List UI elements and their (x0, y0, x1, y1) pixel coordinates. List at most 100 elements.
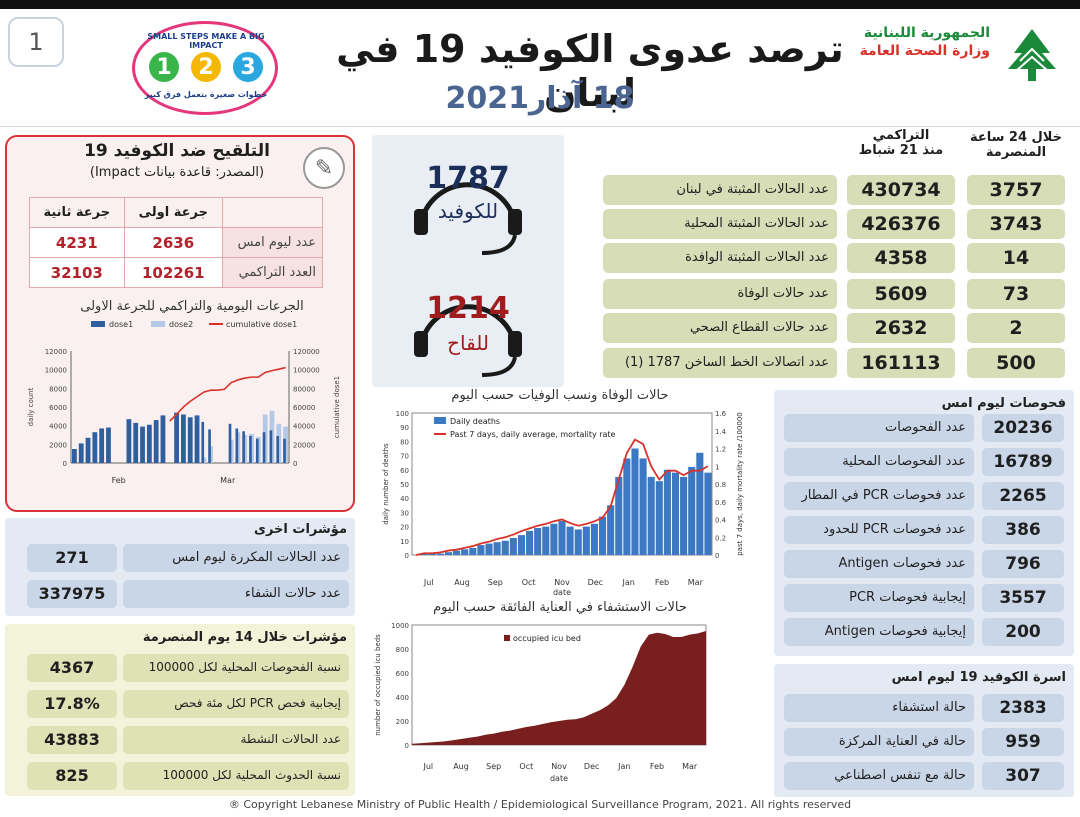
y2-tick-label: 120000 (293, 348, 320, 356)
test-value: 16789 (982, 448, 1064, 476)
bar-daily-deaths (526, 530, 534, 555)
test-value: 3557 (982, 584, 1064, 612)
vaccination-panel: التلقيح ضد الكوفيد 19 (المصدر: قاعدة بيا… (5, 135, 355, 512)
y-axis-label: daily count (27, 387, 35, 426)
bar-dose1 (72, 449, 77, 463)
legend-label-dose2: dose2 (169, 320, 193, 329)
bar-daily-deaths (639, 458, 647, 555)
bar-daily-deaths (509, 537, 517, 555)
hotline-vaccine-number: 1214 (426, 291, 510, 326)
y-axis-label: daily number of deaths (382, 443, 390, 525)
x-month-label: Aug (453, 762, 469, 771)
bed-value: 307 (982, 762, 1064, 790)
beds-title: اسرة الكوفيد 19 ليوم امس (891, 670, 1066, 685)
y-tick-label: 0 (405, 552, 409, 560)
y-tick-label: 80 (400, 438, 409, 446)
dose1-yesterday: 2636 (123, 227, 224, 258)
x-month-label: Aug (454, 578, 470, 587)
bar-daily-deaths (493, 542, 501, 555)
list-item: إيجابية فحوصات Antigen 200 (784, 618, 1064, 646)
y2-axis-label: cumulative dose1 (333, 376, 341, 438)
bar-daily-deaths (696, 452, 704, 555)
bar-daily-deaths (623, 458, 631, 555)
dose2-yesterday: 4231 (29, 227, 125, 258)
y2-axis-label: past 7 days, daily mortality rate /10000… (736, 412, 744, 556)
stat-row: عدد الحالات المثبتة الوافدة 4358 14 (603, 243, 1065, 273)
y-tick-label: 10000 (45, 367, 67, 375)
bar-dose1 (262, 432, 266, 463)
bar-dose1 (283, 438, 286, 463)
legend-label-dose1: dose1 (109, 320, 133, 329)
stat-cumulative: 430734 (847, 175, 955, 205)
stat-label: عدد الحالات المثبتة الوافدة (603, 243, 837, 273)
legend-label-cumulative: cumulative dose1 (226, 320, 297, 329)
y-tick-label: 12000 (45, 348, 67, 356)
x-axis-label: date (553, 588, 571, 595)
campaign-logo: SMALL STEPS MAKE A BIG IMPACT 1 2 3 خطوا… (132, 21, 278, 115)
tests-panel: فحوصات ليوم امس عدد الفحوصات 20236 عدد ال… (774, 390, 1074, 656)
stat-row: عدد حالات الوفاة 5609 73 (603, 279, 1065, 309)
x-month-label: Feb (655, 578, 669, 587)
bar-dose1 (126, 419, 132, 463)
bar-daily-deaths (485, 543, 493, 555)
y-tick-label: 8000 (49, 385, 67, 393)
headset-icon (414, 182, 522, 255)
y-axis-label: number of occupied icu beds (374, 634, 382, 736)
other-label: عدد حالات الشفاء (123, 580, 349, 608)
y2-tick-label: 0 (293, 460, 297, 468)
x-month-label: Oct (519, 762, 533, 771)
test-value: 796 (982, 550, 1064, 578)
stat-cumulative: 426376 (847, 209, 955, 239)
report-date: 18 آذار2021 (445, 81, 635, 116)
x-month-label: Dec (584, 762, 599, 771)
y-tick-label: 20 (400, 524, 409, 532)
y-tick-label: 30 (400, 509, 409, 517)
test-value: 2265 (982, 482, 1064, 510)
bar-daily-deaths (566, 526, 574, 555)
col-header-dose2: جرعة ثانية (29, 197, 125, 228)
test-label: إيجابية فحوصات Antigen (784, 618, 974, 646)
list-item: حالة مع تنفس اصطناعي 307 (784, 762, 1064, 790)
bar-daily-deaths (461, 549, 469, 555)
campaign-step-2: 2 (191, 52, 221, 82)
bar-dose1 (174, 412, 179, 463)
page-title: ترصد عدوى الكوفيد 19 في لبنان (336, 27, 844, 115)
x-month-label: Jan (617, 762, 630, 771)
fourteen-label: عدد الحالات النشطة (123, 726, 349, 754)
bed-value: 2383 (982, 694, 1064, 722)
test-label: عدد الفحوصات (784, 414, 974, 442)
x-month-label: Nov (551, 762, 567, 771)
stat-cumulative: 2632 (847, 313, 955, 343)
legend-swatch-icu (504, 635, 510, 641)
y2-tick-label: 1 (715, 463, 719, 471)
header: 1 SMALL STEPS MAKE A BIG IMPACT 1 2 3 خط… (0, 9, 1080, 127)
fourteen-label: إيجابية فحص PCR لكل مئة فحص (123, 690, 349, 718)
stat-row: عدد الحالات المثبتة المحلية 426376 3743 (603, 209, 1065, 239)
list-item: عدد فحوصات PCR للحدود 386 (784, 516, 1064, 544)
test-label: إيجابية فحوصات PCR (784, 584, 974, 612)
other-value: 337975 (27, 580, 117, 608)
y-tick-label: 800 (396, 646, 409, 654)
other-indicators-panel: مؤشرات اخرى 271 عدد الحالات المكررة ليوم … (5, 518, 355, 616)
y2-tick-label: 80000 (293, 385, 315, 393)
bar-daily-deaths (444, 552, 453, 555)
y-tick-label: 0 (63, 460, 67, 468)
bar-daily-deaths (428, 553, 436, 555)
fourteen-label: نسبة الفحوصات المحلية لكل 100000 (123, 654, 349, 682)
bar-daily-deaths (647, 476, 655, 555)
x-month-label: Jul (423, 578, 434, 587)
bar-daily-deaths (590, 523, 598, 555)
col-header-dose1: جرعة اولى (123, 197, 224, 228)
y-tick-label: 200 (396, 718, 409, 726)
bar-dose1 (249, 435, 252, 463)
x-month-label: Sep (488, 578, 503, 587)
y2-tick-label: 60000 (293, 404, 315, 412)
cedar-logo-icon (1008, 29, 1056, 81)
stat-24h: 3757 (967, 175, 1065, 205)
x-axis-label: date (550, 774, 568, 783)
test-label: عدد الفحوصات المحلية (784, 448, 974, 476)
list-item: 825 نسبة الحدوث المحلية لكل 100000 (27, 762, 349, 790)
ministry-line-2: وزارة الصحة العامة (859, 43, 990, 59)
bar-daily-deaths (655, 481, 663, 555)
other-title: مؤشرات اخرى (254, 522, 347, 537)
